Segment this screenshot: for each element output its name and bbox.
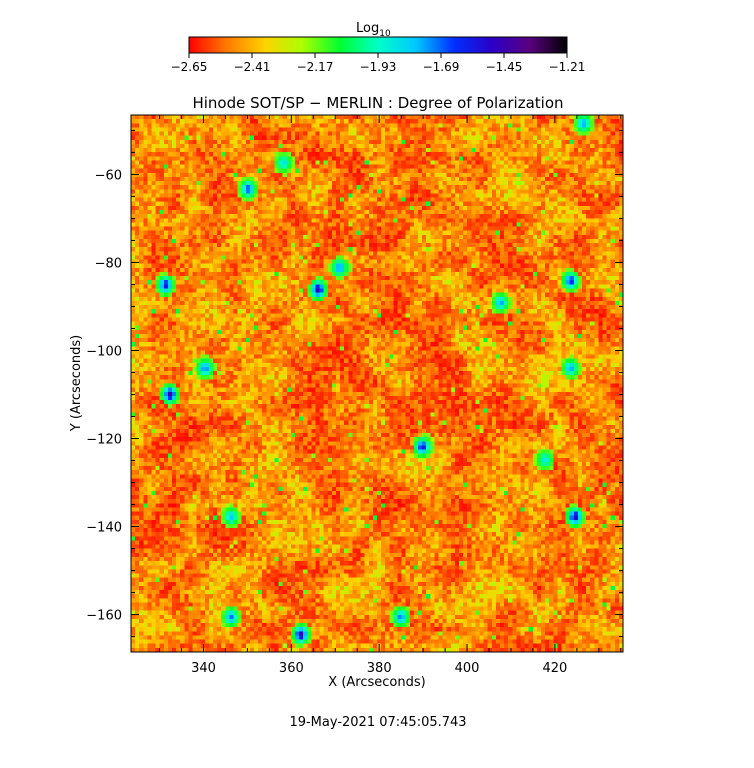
colorbar-gradient <box>188 36 568 54</box>
colorbar-tick-label: −1.93 <box>360 60 397 74</box>
y-tick-label: −160 <box>86 609 122 624</box>
y-tick-label: −80 <box>95 256 122 271</box>
y-tick-label: −60 <box>95 168 122 183</box>
colorbar-tick-label: −2.41 <box>234 60 271 74</box>
x-tick-label: 340 <box>191 661 216 676</box>
chart-title: Hinode SOT/SP − MERLIN : Degree of Polar… <box>192 94 563 112</box>
x-tick-label: 380 <box>367 661 392 676</box>
x-tick-label: 420 <box>542 661 567 676</box>
colorbar-ticks: −2.65 −2.41 −2.17 −1.93 −1.69 −1.45 −1.21 <box>171 53 586 74</box>
colorbar-tick-label: −1.69 <box>423 60 460 74</box>
colorbar-tick-label: −1.21 <box>549 60 586 74</box>
colorbar-tick-label: −2.65 <box>171 60 208 74</box>
colorbar: Log10 −2.65 −2.41 −2.17 −1.93 −1.69 −1.45 −1.2… <box>171 21 586 74</box>
plot-frame <box>130 114 624 653</box>
axis-ticks: 340 360 380 400 420 −60 −80 −100 −120 −140 −160 <box>86 115 623 676</box>
y-tick-label: −100 <box>86 344 122 359</box>
footer-timestamp: 19-May-2021 07:45:05.743 <box>289 715 466 730</box>
colorbar-label-subscript: 10 <box>379 29 391 39</box>
x-tick-label: 360 <box>279 661 304 676</box>
y-tick-label: −120 <box>86 433 122 448</box>
y-axis-label: Y (Arcseconds) <box>69 335 84 432</box>
x-axis-label: X (Arcseconds) <box>328 675 425 690</box>
plot-area: 340 360 380 400 420 −60 −80 −100 −120 −140 −160 <box>86 114 624 676</box>
colorbar-tick-label: −2.17 <box>297 60 334 74</box>
heatmap-image <box>131 115 623 652</box>
y-tick-label: −140 <box>86 521 122 536</box>
colorbar-label: Log10 <box>356 21 391 39</box>
colorbar-tick-label: −1.45 <box>486 60 523 74</box>
x-tick-label: 400 <box>455 661 480 676</box>
